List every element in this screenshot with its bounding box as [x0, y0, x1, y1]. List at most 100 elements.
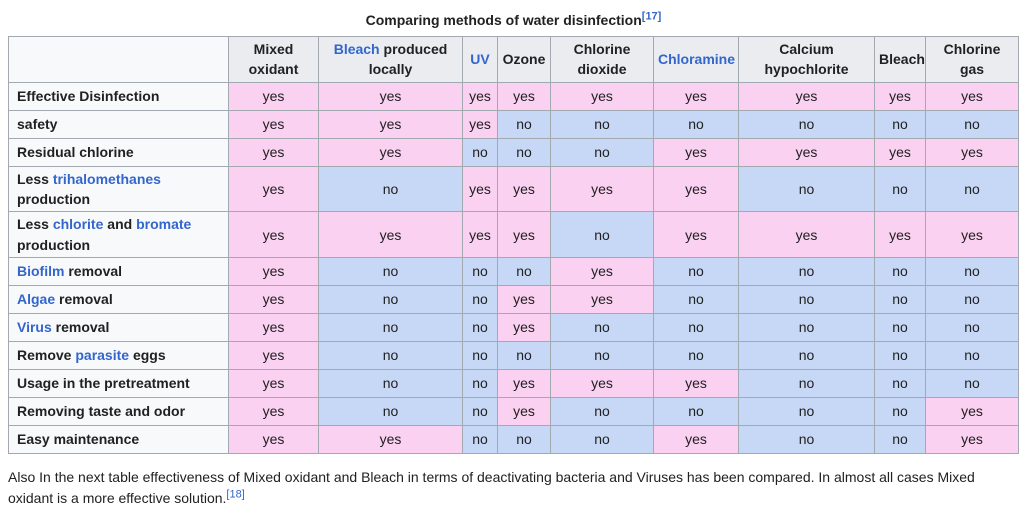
cell-less-trihalomethanes-production-ozone: yes [497, 165, 551, 213]
cell-less-trihalomethanes-production-calcium-hypochlorite: no [738, 165, 875, 213]
cell-removing-taste-and-odor-uv: no [462, 396, 498, 426]
cell-safety-chlorine-gas: no [925, 109, 1019, 139]
wiki-link[interactable]: Bleach [333, 41, 380, 57]
cell-easy-maintenance-ozone: no [497, 424, 551, 454]
text-segment: Effective Disinfection [17, 88, 160, 105]
cell-removing-taste-and-odor-bleach-produced-locally: no [318, 396, 463, 426]
wiki-link[interactable]: bromate [136, 216, 192, 233]
cell-biofilm-removal-chlorine-gas: no [925, 256, 1019, 286]
cell-removing-taste-and-odor-chlorine-gas: yes [925, 396, 1019, 426]
superscript-ref: [18] [226, 488, 244, 500]
superscript-ref: [17] [642, 10, 662, 22]
cell-easy-maintenance-mixed-oxidant: yes [228, 424, 319, 454]
table-row-less-trihalomethanes-production: Less trihalomethanes production yes no yes y… [8, 165, 1019, 213]
cell-remove-parasite-eggs-mixed-oxidant: yes [228, 340, 319, 370]
wiki-link[interactable]: Virus [17, 319, 52, 336]
cell-biofilm-removal-ozone: no [497, 256, 551, 286]
cell-safety-calcium-hypochlorite: no [738, 109, 875, 139]
cell-removing-taste-and-odor-ozone: yes [497, 396, 551, 426]
cell-less-chlorite-and-bromate-production-calcium-hypochlorite: yes [738, 211, 875, 258]
text-segment: produced locally [368, 41, 448, 78]
table-row-biofilm-removal: Biofilm removal yes no no no yes no no no no [8, 256, 1019, 286]
column-header-chlorine-dioxide: Chlorine dioxide [550, 35, 654, 83]
table-row-residual-chlorine: Residual chlorine yes yes no no no yes yes yes ye… [8, 137, 1019, 167]
wiki-link[interactable]: UV [470, 51, 490, 68]
column-header-ozone: Ozone [497, 35, 551, 83]
cell-biofilm-removal-bleach: no [874, 256, 926, 286]
row-label: Easy maintenance [8, 424, 229, 454]
reference-link[interactable]: [17] [641, 10, 662, 23]
row-label: Biofilm removal [8, 256, 229, 286]
cell-less-chlorite-and-bromate-production-mixed-oxidant: yes [228, 211, 319, 258]
cell-safety-ozone: no [497, 109, 551, 139]
cell-easy-maintenance-chlorine-dioxide: no [550, 424, 654, 454]
cell-usage-in-the-pretreatment-bleach: no [874, 368, 926, 398]
cell-easy-maintenance-bleach: no [874, 424, 926, 454]
cell-usage-in-the-pretreatment-ozone: yes [497, 368, 551, 398]
row-label: safety [8, 109, 229, 139]
cell-easy-maintenance-chloramine: yes [653, 424, 739, 454]
row-label: Less chlorite and bromate production [8, 211, 229, 258]
cell-effective-disinfection-bleach: yes [874, 81, 926, 111]
wiki-link[interactable]: chlorite [52, 216, 104, 233]
cell-biofilm-removal-chlorine-dioxide: yes [550, 256, 654, 286]
text-segment: Easy maintenance [17, 431, 140, 448]
wiki-link[interactable]: parasite [75, 347, 130, 364]
cell-effective-disinfection-mixed-oxidant: yes [228, 81, 319, 111]
table-body: Effective Disinfection yes yes yes yes yes yes… [8, 81, 1019, 454]
cell-removing-taste-and-odor-chlorine-dioxide: no [550, 396, 654, 426]
row-label: Remove parasite eggs [8, 340, 229, 370]
cell-virus-removal-mixed-oxidant: yes [228, 312, 319, 342]
column-header-chlorine-gas: Chlorine gas [925, 35, 1019, 83]
text-segment: production [17, 236, 91, 253]
cell-safety-uv: yes [462, 109, 498, 139]
column-header-bleach-produced-locally: Bleach produced locally [318, 35, 463, 83]
text-segment: Remove [17, 347, 76, 364]
cell-effective-disinfection-chlorine-dioxide: yes [550, 81, 654, 111]
cell-residual-chlorine-calcium-hypochlorite: yes [738, 137, 875, 167]
cell-virus-removal-calcium-hypochlorite: no [738, 312, 875, 342]
wiki-link[interactable]: Algae [17, 291, 56, 308]
cell-virus-removal-chlorine-dioxide: no [550, 312, 654, 342]
table-row-removing-taste-and-odor: Removing taste and odor yes no no yes no no no n… [8, 396, 1019, 426]
cell-residual-chlorine-chloramine: yes [653, 137, 739, 167]
cell-less-trihalomethanes-production-chlorine-dioxide: yes [550, 165, 654, 213]
column-header-chloramine: Chloramine [653, 35, 739, 83]
text-segment: Chlorine dioxide [573, 41, 631, 78]
cell-biofilm-removal-chloramine: no [653, 256, 739, 286]
cell-easy-maintenance-bleach-produced-locally: yes [318, 424, 463, 454]
wiki-link[interactable]: Biofilm [17, 263, 65, 280]
column-header-mixed-oxidant: Mixed oxidant [228, 35, 319, 83]
text-segment: Less [17, 216, 53, 233]
cell-biofilm-removal-mixed-oxidant: yes [228, 256, 319, 286]
cell-algae-removal-chloramine: no [653, 284, 739, 314]
cell-biofilm-removal-calcium-hypochlorite: no [738, 256, 875, 286]
cell-virus-removal-bleach-produced-locally: no [318, 312, 463, 342]
text-segment: Bleach [879, 51, 925, 68]
cell-remove-parasite-eggs-chlorine-gas: no [925, 340, 1019, 370]
row-label: Residual chlorine [8, 137, 229, 167]
row-label: Less trihalomethanes production [8, 165, 229, 213]
reference-link[interactable]: [18] [226, 488, 245, 501]
wiki-link[interactable]: trihalomethanes [52, 170, 161, 187]
column-header-bleach: Bleach [874, 35, 926, 83]
cell-less-trihalomethanes-production-bleach: no [874, 165, 926, 213]
cell-removing-taste-and-odor-chloramine: no [653, 396, 739, 426]
cell-removing-taste-and-odor-calcium-hypochlorite: no [738, 396, 875, 426]
row-label: Effective Disinfection [8, 81, 229, 111]
cell-algae-removal-calcium-hypochlorite: no [738, 284, 875, 314]
cell-less-trihalomethanes-production-chlorine-gas: no [925, 165, 1019, 213]
text-segment: removal [64, 263, 123, 280]
header-row: Mixed oxidant Bleach produced locally UV Oz… [8, 35, 1019, 83]
text-segment: Ozone [502, 51, 546, 68]
cell-less-chlorite-and-bromate-production-chlorine-gas: yes [925, 211, 1019, 258]
cell-remove-parasite-eggs-bleach-produced-locally: no [318, 340, 463, 370]
cell-residual-chlorine-bleach-produced-locally: yes [318, 137, 463, 167]
cell-residual-chlorine-bleach: yes [874, 137, 926, 167]
cell-virus-removal-uv: no [462, 312, 498, 342]
cell-safety-chloramine: no [653, 109, 739, 139]
cell-less-trihalomethanes-production-mixed-oxidant: yes [228, 165, 319, 213]
wiki-link[interactable]: Chloramine [658, 51, 736, 68]
cell-algae-removal-chlorine-dioxide: yes [550, 284, 654, 314]
cell-residual-chlorine-chlorine-dioxide: no [550, 137, 654, 167]
